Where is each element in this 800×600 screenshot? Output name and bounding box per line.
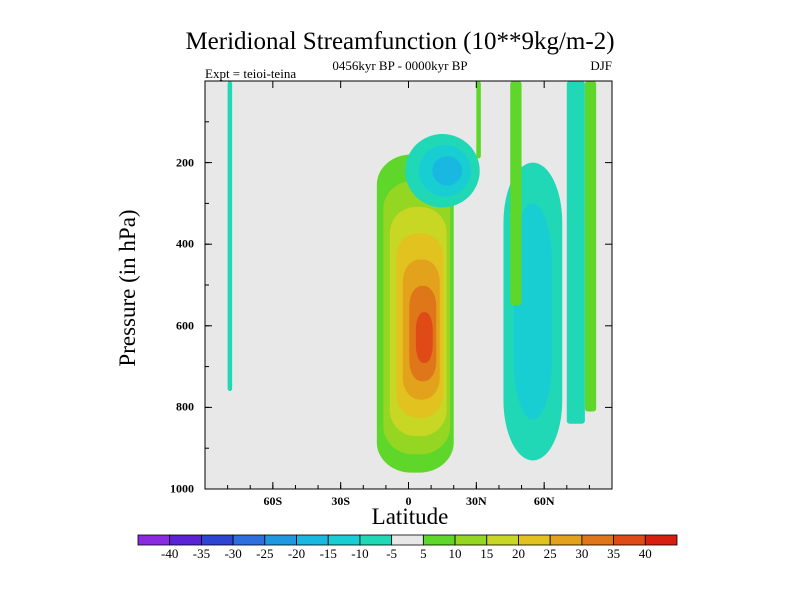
contour-positive-cell-equator-level-35 xyxy=(415,312,433,364)
y-axis-label: Pressure (in hPa) xyxy=(115,209,140,367)
x-tick-label: 0 xyxy=(405,494,412,508)
y-tick-label: 200 xyxy=(176,155,194,170)
contour-positive-column-75N xyxy=(584,81,597,412)
x-tick-label: 60N xyxy=(533,494,555,508)
colorbar-swatch-9 xyxy=(422,534,456,546)
colorbar-label: -40 xyxy=(161,546,179,561)
colorbar-swatch-0 xyxy=(137,534,171,546)
contour-positive-sliver-30N xyxy=(476,81,481,159)
colorbar-label: 35 xyxy=(607,546,621,561)
season-label: DJF xyxy=(590,58,612,73)
colorbar-label: 40 xyxy=(638,546,652,561)
colorbar-swatch-10 xyxy=(454,534,488,546)
colorbar-swatch-7 xyxy=(359,534,393,546)
y-tick-label: 800 xyxy=(176,399,194,414)
colorbar-swatch-14 xyxy=(581,534,614,546)
colorbar-label: 15 xyxy=(480,546,494,561)
colorbar-label: -30 xyxy=(224,546,242,561)
colorbar-label: -20 xyxy=(287,546,306,561)
contour-negative-column-80S xyxy=(227,81,233,392)
colorbar-swatch-3 xyxy=(232,534,266,546)
colorbar-label: -25 xyxy=(256,546,274,561)
x-tick-label: 30N xyxy=(465,494,487,508)
colorbar-label: 20 xyxy=(511,546,525,561)
colorbar-swatch-16 xyxy=(644,534,678,546)
contour-negative-column-80N xyxy=(566,81,585,424)
colorbar-label: 10 xyxy=(448,546,462,561)
colorbar-swatch-4 xyxy=(264,534,297,546)
y-tick-label: 400 xyxy=(176,236,194,251)
contour-negative-column-60N-level--10 xyxy=(513,203,552,420)
colorbar-label: -5 xyxy=(386,546,398,561)
y-tick-label: 600 xyxy=(176,318,194,333)
colorbar-swatch-13 xyxy=(549,534,583,546)
contour-negative-cell-upper-level--15 xyxy=(432,156,463,186)
x-tick-label: 30S xyxy=(331,494,350,508)
chart-title: Meridional Streamfunction (10**9kg/m-2) xyxy=(185,28,615,55)
contour-positive-column-45N xyxy=(510,81,522,306)
colorbar-swatch-15 xyxy=(613,534,646,546)
experiment-label: Expt = teioi-teina xyxy=(205,66,297,81)
colorbar-swatch-1 xyxy=(169,534,202,546)
colorbar-swatch-12 xyxy=(518,534,551,546)
colorbar-swatch-2 xyxy=(201,534,234,546)
chart-subtitle: 0456kyr BP - 0000kyr BP xyxy=(332,58,468,73)
y-tick-label: 1000 xyxy=(170,481,194,496)
colorbar-swatch-11 xyxy=(486,534,519,546)
colorbar-swatch-5 xyxy=(296,534,329,546)
colorbar-label: 5 xyxy=(420,546,427,561)
colorbar-label: 30 xyxy=(575,546,589,561)
colorbar-swatch-6 xyxy=(327,534,361,546)
colorbar-label: -35 xyxy=(192,546,211,561)
x-tick-label: 60S xyxy=(263,494,283,508)
colorbar-swatch-8 xyxy=(391,534,424,546)
colorbar-label: 25 xyxy=(543,546,557,561)
colorbar-label: -10 xyxy=(351,546,369,561)
colorbar-label: -15 xyxy=(319,546,337,561)
x-axis-label: Latitude xyxy=(371,504,449,529)
